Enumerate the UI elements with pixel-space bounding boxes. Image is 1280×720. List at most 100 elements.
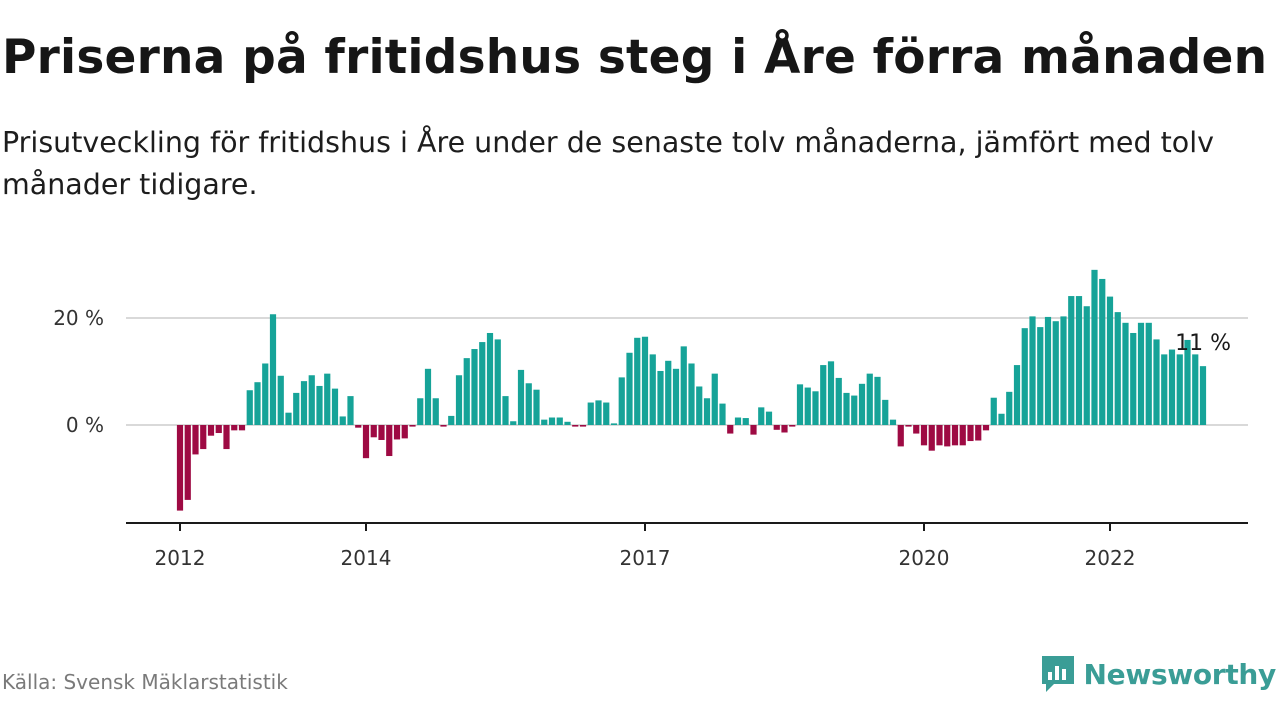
bar [789,425,796,427]
bar [370,425,377,438]
chart-title: Priserna på fritidshus steg i Åre förra … [2,30,1268,85]
bar [285,412,292,425]
bar [269,314,277,425]
bar [711,373,718,425]
bar [1137,322,1145,425]
bar [448,415,455,425]
bar [765,411,773,426]
bar [424,368,432,425]
x-tick-label: 2022 [1085,546,1136,570]
bar [812,391,819,425]
bar [215,425,222,434]
bar [548,417,556,425]
bar [393,425,401,440]
bar [432,398,439,425]
bar [672,368,680,425]
bar [889,419,897,425]
bar [835,377,842,425]
bar [928,425,935,451]
bar [572,425,579,427]
bar [192,425,199,455]
bar [440,425,447,427]
bar [1161,354,1168,425]
bar [804,387,811,425]
bar [634,337,641,425]
bar [603,402,610,425]
bar [1099,278,1106,425]
bar [696,386,703,425]
bar [936,425,943,446]
bar [967,425,974,442]
bar [959,425,966,446]
axes: 2012 2014 2017 2020 2022 [126,522,1248,570]
bar [1021,328,1028,425]
bar [843,392,850,425]
bar [618,377,625,425]
bar [866,373,873,425]
bar [1052,321,1059,425]
bar [316,385,323,425]
bar [827,361,835,425]
chart-subtitle: Prisutveckling för fritidshus i Åre unde… [2,126,1215,201]
bar [254,382,261,425]
bar [525,383,532,425]
bar-series: 11 % [176,269,1231,511]
bar [905,425,912,427]
bar [1006,391,1013,425]
bar [517,369,525,425]
bar [564,421,571,425]
bar [820,365,827,425]
bar [944,425,951,447]
bar [541,419,548,425]
bar [1192,354,1199,425]
bar [486,332,494,425]
x-tick-label: 2020 [899,546,950,570]
bar [1184,339,1191,425]
bar [417,398,424,425]
bar [502,396,509,425]
bar [897,425,904,447]
bar [641,336,649,425]
bar [734,417,742,425]
bar [1130,332,1137,425]
bar [920,425,928,446]
bar [409,425,416,427]
bar [207,425,215,436]
bar [1075,296,1083,425]
bar [665,360,672,425]
bar [231,425,238,431]
bar [951,425,959,446]
bar [727,425,734,434]
y-tick-label: 0 % [66,413,104,437]
bar [851,395,858,425]
brand-logo: Newsworthy [1040,654,1276,694]
bar [1068,296,1075,425]
bar [386,425,393,457]
bar [1037,327,1044,426]
bar [649,354,656,425]
bar [858,383,866,426]
bar [1145,322,1152,425]
newsworthy-logo-icon [1041,656,1074,692]
bar [308,375,315,426]
bar [1060,316,1067,425]
bar [610,423,618,425]
bar [533,389,540,425]
bar [579,425,587,427]
bar [378,425,385,440]
bar [1091,269,1098,425]
bar [176,425,184,511]
bar [184,425,191,500]
bar [874,376,881,425]
last-value-label: 11 % [1175,331,1231,356]
bar [796,384,804,425]
bar [1083,306,1090,425]
bar [1199,366,1207,425]
bar [200,425,207,450]
bar [246,390,253,425]
x-tick-label: 2012 [155,546,206,570]
bar [238,425,246,431]
bar [331,388,339,425]
bar [347,396,354,425]
